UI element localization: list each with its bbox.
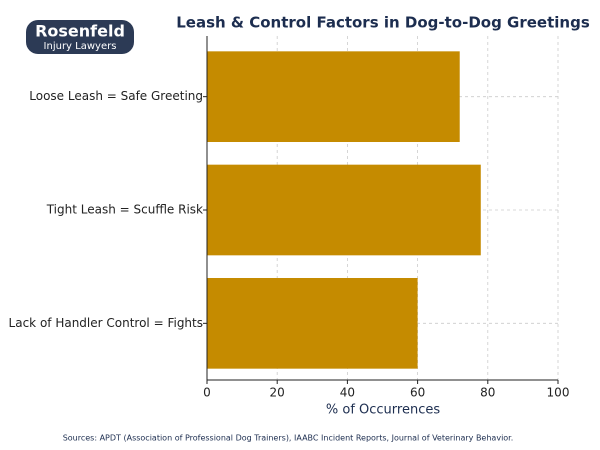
y-tick-label: Lack of Handler Control = Fights — [9, 316, 203, 330]
bar — [207, 278, 418, 369]
x-tick-label: 80 — [480, 386, 495, 400]
logo-badge — [26, 20, 134, 54]
x-tick-label: 100 — [547, 386, 570, 400]
x-tick-label: 20 — [270, 386, 285, 400]
x-tick-label: 0 — [203, 386, 211, 400]
x-tick-label: 40 — [340, 386, 355, 400]
logo-tagline: Injury Lawyers — [44, 41, 117, 52]
bar — [207, 51, 460, 143]
x-tick-label: 60 — [410, 386, 425, 400]
chart-title: Leash & Control Factors in Dog-to-Dog Gr… — [176, 14, 590, 32]
source-note: Sources: APDT (Association of Profession… — [63, 434, 514, 443]
y-tick-label: Loose Leash = Safe Greeting — [29, 89, 203, 103]
logo-name: Rosenfeld — [35, 22, 125, 41]
bar — [207, 164, 481, 256]
y-tick-label: Tight Leash = Scuffle Risk — [46, 203, 203, 217]
x-axis-label: % of Occurrences — [326, 403, 440, 418]
